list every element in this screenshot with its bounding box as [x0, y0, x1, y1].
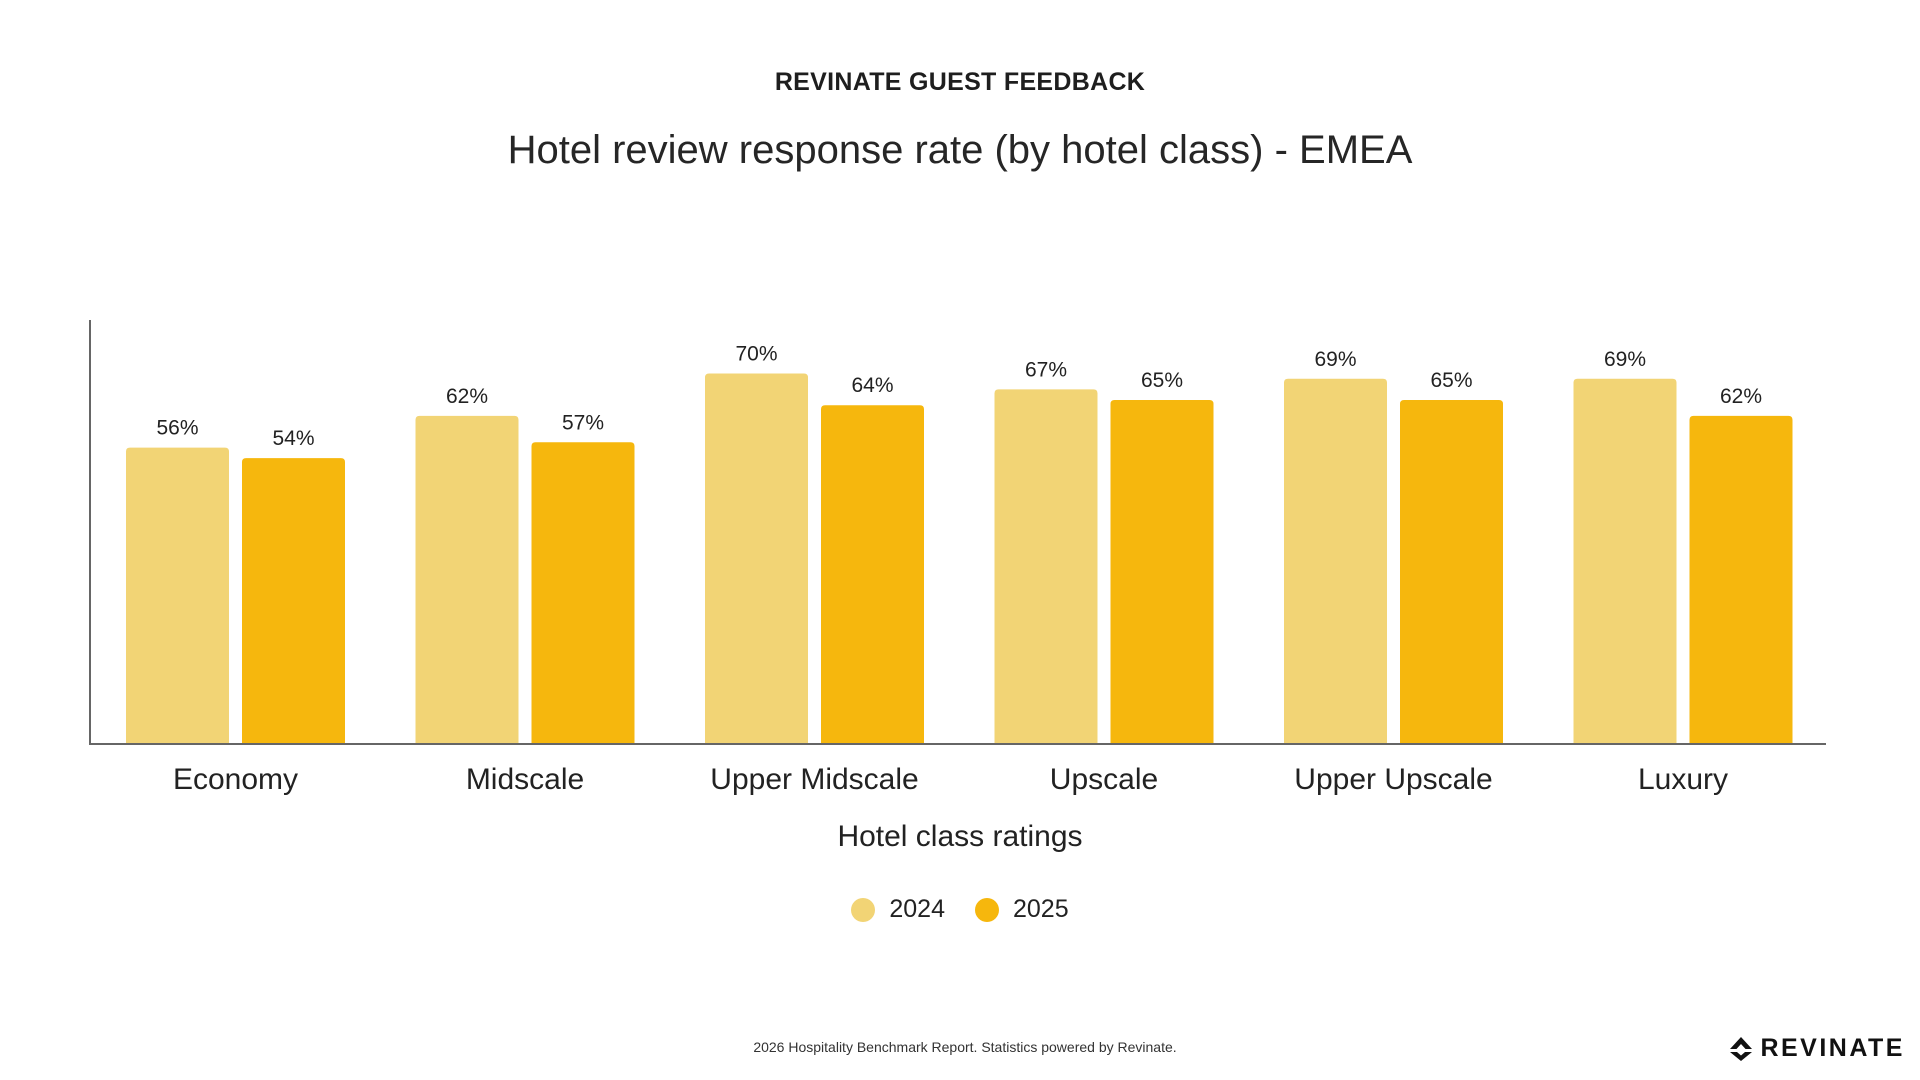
- legend-label-2024: 2024: [889, 895, 945, 923]
- data-label-2024-upper-midscale: 70%: [735, 342, 777, 365]
- bar-2025-upscale: [1110, 399, 1214, 744]
- bar-2024-midscale: [415, 415, 519, 744]
- brand-logo: REVINATE: [1730, 1034, 1905, 1063]
- legend-swatch-2025: [975, 897, 999, 922]
- data-label-2025-midscale: 57%: [562, 411, 604, 434]
- chart-title: Hotel review response rate (by hotel cla…: [507, 128, 1413, 172]
- legend-swatch-2024: [851, 897, 876, 922]
- bar-2024-economy: [126, 447, 229, 744]
- bar-2025-midscale: [531, 442, 635, 744]
- data-label-2025-luxury: 62%: [1720, 385, 1762, 408]
- bar-2025-economy: [242, 458, 345, 744]
- footer-note: 2026 Hospitality Benchmark Report. Stati…: [753, 1039, 1177, 1055]
- legend-item-2025: 2025: [975, 895, 1069, 924]
- x-tick-label-upscale: Upscale: [1050, 763, 1158, 796]
- legend: 2024 2025: [0, 895, 1920, 924]
- brand-name: REVINATE: [1760, 1034, 1905, 1062]
- data-labels-layer: 56% 54% 62% 57% 70% 64% 67% 65% 69% 65% 69% 62%: [156, 342, 1762, 450]
- bar-2025-luxury: [1689, 415, 1793, 744]
- bars-layer: [126, 373, 1793, 744]
- report-kicker: REVINATE GUEST FEEDBACK: [774, 68, 1146, 96]
- x-axis-label: Hotel class ratings: [837, 820, 1083, 853]
- data-label-2025-upscale: 65%: [1141, 369, 1183, 392]
- x-tick-label-luxury: Luxury: [1638, 763, 1728, 796]
- data-label-2025-economy: 54%: [272, 427, 314, 450]
- data-label-2025-upper-upscale: 65%: [1430, 369, 1472, 392]
- data-label-2024-upscale: 67%: [1025, 358, 1067, 381]
- bar-2024-upper-midscale: [705, 373, 808, 744]
- bar-2024-upper-upscale: [1284, 378, 1387, 744]
- x-tick-label-midscale: Midscale: [466, 763, 584, 796]
- bar-2025-upper-upscale: [1400, 399, 1503, 744]
- data-label-2025-upper-midscale: 64%: [851, 374, 893, 397]
- data-label-2024-luxury: 69%: [1604, 348, 1646, 371]
- bar-2024-luxury: [1573, 378, 1677, 744]
- revinate-logo-icon: [1730, 1036, 1753, 1061]
- x-tick-label-economy: Economy: [173, 763, 298, 796]
- legend-item-2024: 2024: [851, 895, 945, 924]
- x-tick-label-upper-upscale: Upper Upscale: [1294, 763, 1492, 796]
- bar-2024-upscale: [994, 389, 1098, 744]
- x-tick-labels-layer: Economy Midscale Upper Midscale Upscale Uppe…: [173, 763, 1728, 796]
- x-tick-label-upper-midscale: Upper Midscale: [710, 763, 918, 796]
- data-label-2024-economy: 56%: [156, 417, 198, 440]
- legend-label-2025: 2025: [1013, 895, 1069, 923]
- data-label-2024-midscale: 62%: [446, 385, 488, 408]
- bar-2025-upper-midscale: [821, 405, 924, 744]
- data-label-2024-upper-upscale: 69%: [1314, 348, 1356, 371]
